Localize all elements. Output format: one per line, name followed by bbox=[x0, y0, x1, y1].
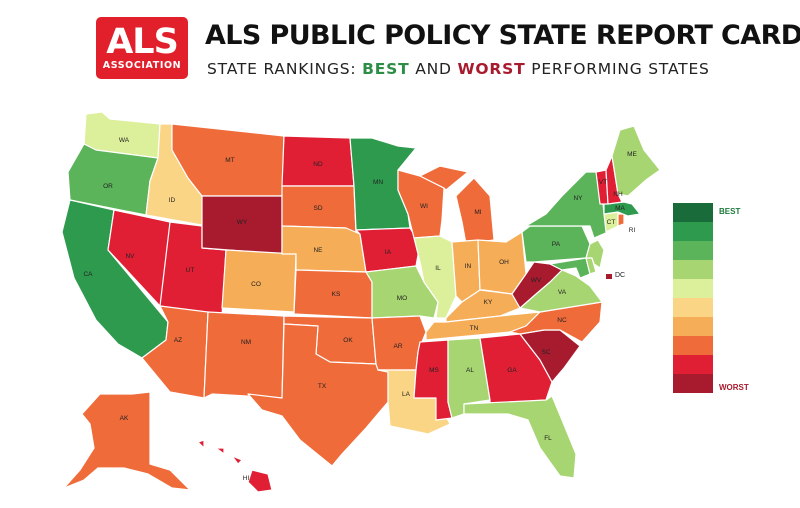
state-label-ms: MS bbox=[429, 367, 439, 374]
state-label-or: OR bbox=[103, 183, 113, 190]
state-label-ga: GA bbox=[507, 367, 517, 374]
state-label-co: CO bbox=[251, 281, 261, 288]
state-label-nm: NM bbox=[241, 339, 251, 346]
state-label-hi: HI bbox=[243, 475, 250, 482]
state-ma[interactable] bbox=[603, 201, 641, 217]
ranking-legend bbox=[673, 203, 713, 393]
state-hi[interactable] bbox=[197, 439, 273, 493]
legend-swatch bbox=[673, 336, 713, 355]
state-label-sd: SD bbox=[313, 205, 322, 212]
legend-best-label: BEST bbox=[719, 207, 741, 216]
state-label-nv: NV bbox=[125, 253, 135, 260]
page-title: ALS PUBLIC POLICY STATE REPORT CARDS bbox=[205, 20, 800, 51]
state-ri[interactable] bbox=[617, 213, 625, 227]
subtitle-middle: AND bbox=[409, 60, 458, 78]
legend-swatch bbox=[673, 374, 713, 393]
legend-swatch bbox=[673, 279, 713, 298]
logo-sub-text: ASSOCIATION bbox=[102, 60, 182, 71]
state-mo[interactable] bbox=[365, 265, 439, 319]
state-nc[interactable] bbox=[509, 301, 603, 343]
state-label-sc: SC bbox=[541, 349, 550, 356]
state-label-ma: MA bbox=[615, 205, 625, 212]
state-label-ar: AR bbox=[393, 343, 402, 350]
subtitle-prefix: STATE RANKINGS: bbox=[207, 60, 363, 78]
legend-swatch bbox=[673, 260, 713, 279]
state-me[interactable] bbox=[611, 125, 661, 197]
state-label-tx: TX bbox=[318, 383, 327, 390]
state-label-wv: WV bbox=[531, 277, 542, 284]
state-label-il: IL bbox=[435, 265, 441, 272]
subtitle-worst: WORST bbox=[457, 60, 526, 78]
state-label-me: ME bbox=[627, 151, 637, 158]
als-association-logo: ALS ASSOCIATION bbox=[96, 17, 188, 79]
state-label-wy: WY bbox=[237, 219, 248, 226]
state-label-vt: VT bbox=[599, 179, 607, 186]
legend-swatch bbox=[673, 222, 713, 241]
subtitle-suffix: PERFORMING STATES bbox=[525, 60, 710, 78]
state-label-pa: PA bbox=[552, 241, 561, 248]
state-fl[interactable] bbox=[463, 395, 577, 479]
state-il[interactable] bbox=[413, 235, 457, 319]
subtitle-best: BEST bbox=[362, 60, 410, 78]
state-ak[interactable] bbox=[63, 391, 191, 491]
state-label-nd: ND bbox=[313, 161, 323, 168]
state-tx[interactable] bbox=[247, 323, 389, 467]
state-label-oh: OH bbox=[499, 259, 509, 266]
state-label-al: AL bbox=[466, 367, 474, 374]
legend-swatch bbox=[673, 241, 713, 260]
state-label-la: LA bbox=[402, 391, 411, 398]
legend-swatch bbox=[673, 355, 713, 374]
state-label-id: ID bbox=[169, 197, 176, 204]
state-label-nc: NC bbox=[557, 317, 567, 324]
state-label-ca: CA bbox=[83, 271, 93, 278]
state-label-ut: UT bbox=[186, 267, 195, 274]
state-label-mt: MT bbox=[225, 157, 234, 164]
logo-main-text: ALS bbox=[106, 22, 179, 62]
state-nh[interactable] bbox=[605, 155, 623, 205]
state-label-ne: NE bbox=[313, 247, 323, 254]
state-label-ia: IA bbox=[385, 249, 392, 256]
state-label-wa: WA bbox=[119, 137, 130, 144]
dc-marker[interactable] bbox=[606, 274, 612, 279]
state-label-az: AZ bbox=[174, 337, 182, 344]
state-label-ct: CT bbox=[607, 219, 616, 226]
state-nm[interactable] bbox=[203, 311, 285, 399]
state-label-ok: OK bbox=[343, 337, 353, 344]
state-label-mo: MO bbox=[397, 295, 407, 302]
dc-label: DC bbox=[615, 272, 626, 279]
legend-worst-label: WORST bbox=[719, 383, 749, 392]
state-label-mn: MN bbox=[373, 179, 383, 186]
state-label-nh: NH bbox=[613, 191, 623, 198]
legend-swatch bbox=[673, 317, 713, 336]
state-label-ri: RI bbox=[629, 227, 636, 234]
state-label-tn: TN bbox=[470, 325, 479, 332]
state-label-va: VA bbox=[558, 289, 567, 296]
legend-swatch bbox=[673, 203, 713, 222]
state-label-ak: AK bbox=[120, 415, 129, 422]
page-subtitle: STATE RANKINGS: BEST AND WORST PERFORMIN… bbox=[207, 60, 710, 78]
state-nj[interactable] bbox=[585, 239, 605, 269]
state-label-ks: KS bbox=[332, 291, 341, 298]
state-label-mi: MI bbox=[474, 209, 481, 216]
state-label-wi: WI bbox=[420, 203, 428, 210]
legend-swatch bbox=[673, 298, 713, 317]
state-label-ky: KY bbox=[484, 299, 493, 306]
state-label-in: IN bbox=[465, 263, 472, 270]
state-label-fl: FL bbox=[544, 435, 552, 442]
state-label-ny: NY bbox=[573, 195, 583, 202]
state-mi[interactable] bbox=[419, 165, 495, 245]
